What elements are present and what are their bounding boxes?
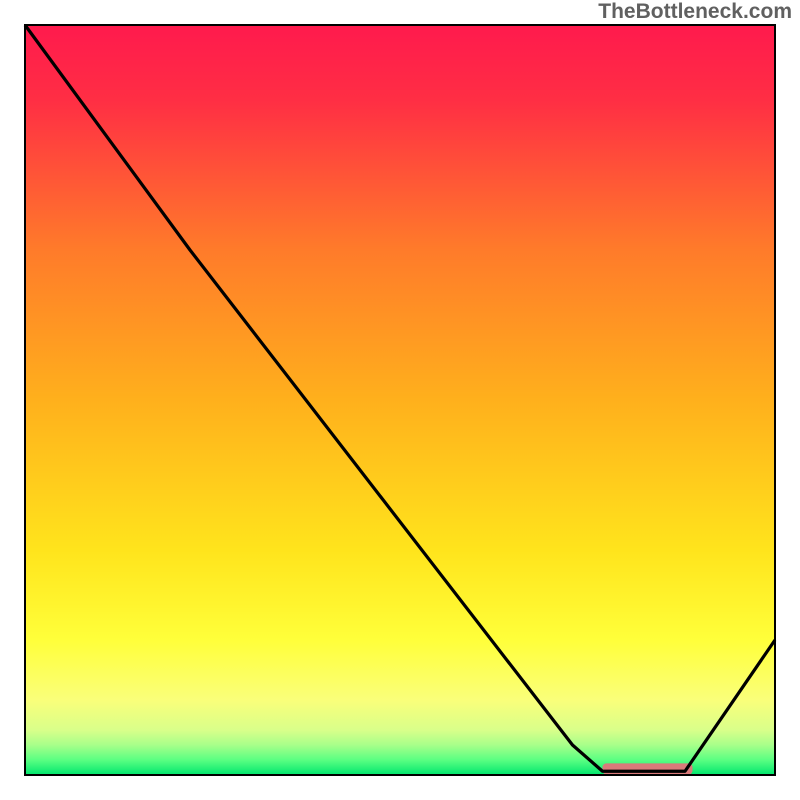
attribution-label: TheBottleneck.com <box>598 0 792 24</box>
gradient-background <box>25 25 775 775</box>
bottleneck-chart: TheBottleneck.com <box>0 0 800 800</box>
valley-marker <box>603 763 693 774</box>
chart-svg <box>0 0 800 800</box>
